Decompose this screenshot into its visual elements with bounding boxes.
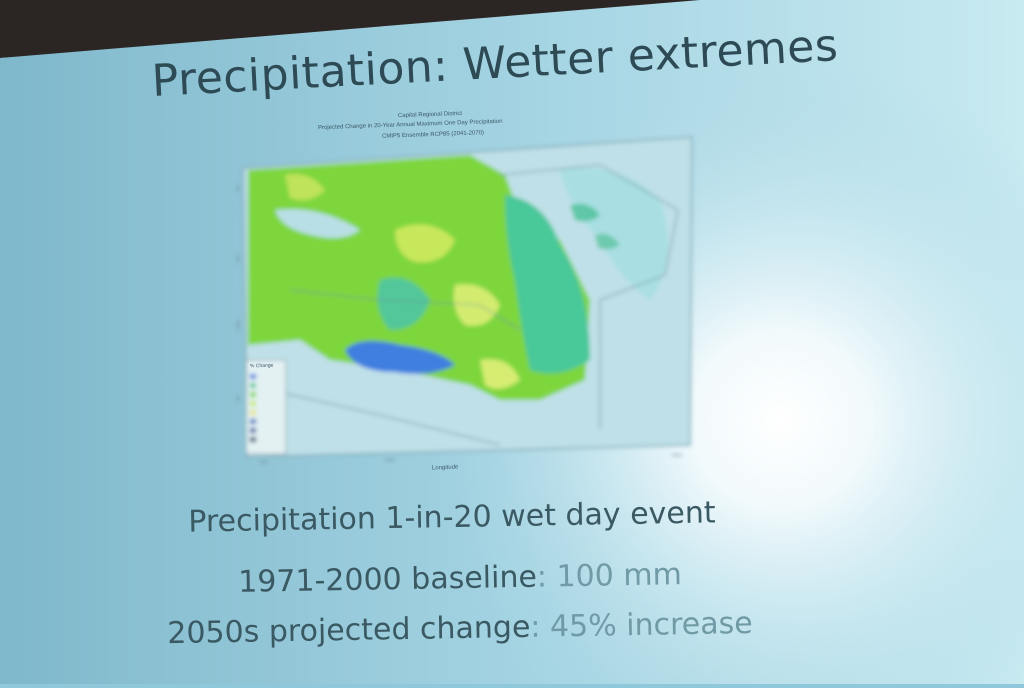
map-east-region [560,168,668,300]
change-label: 2050s projected change [167,609,531,652]
map-axis-ticks [237,185,682,463]
baseline-value: : 100 mm [536,557,683,595]
map-blue-patch [345,341,455,374]
map-yellow-patch [395,224,455,263]
map-legend-swatches [250,374,256,442]
map-yellow-patch [285,174,325,201]
map-yellow-patch [480,359,520,389]
map-east-speckle [595,233,620,250]
baseline-label: 1971-2000 baseline [237,559,538,600]
map-boundary-line [247,384,501,446]
map-boundary-line [289,289,521,331]
map-boundary-line [499,164,679,430]
change-value: : 45% increase [530,605,753,645]
map-teal-region [377,277,430,330]
precipitation-map [237,136,693,463]
map-water-inlet [275,209,360,239]
map-east-speckle [570,203,600,222]
map-land-green [248,155,590,400]
map-teal-region [505,195,590,374]
